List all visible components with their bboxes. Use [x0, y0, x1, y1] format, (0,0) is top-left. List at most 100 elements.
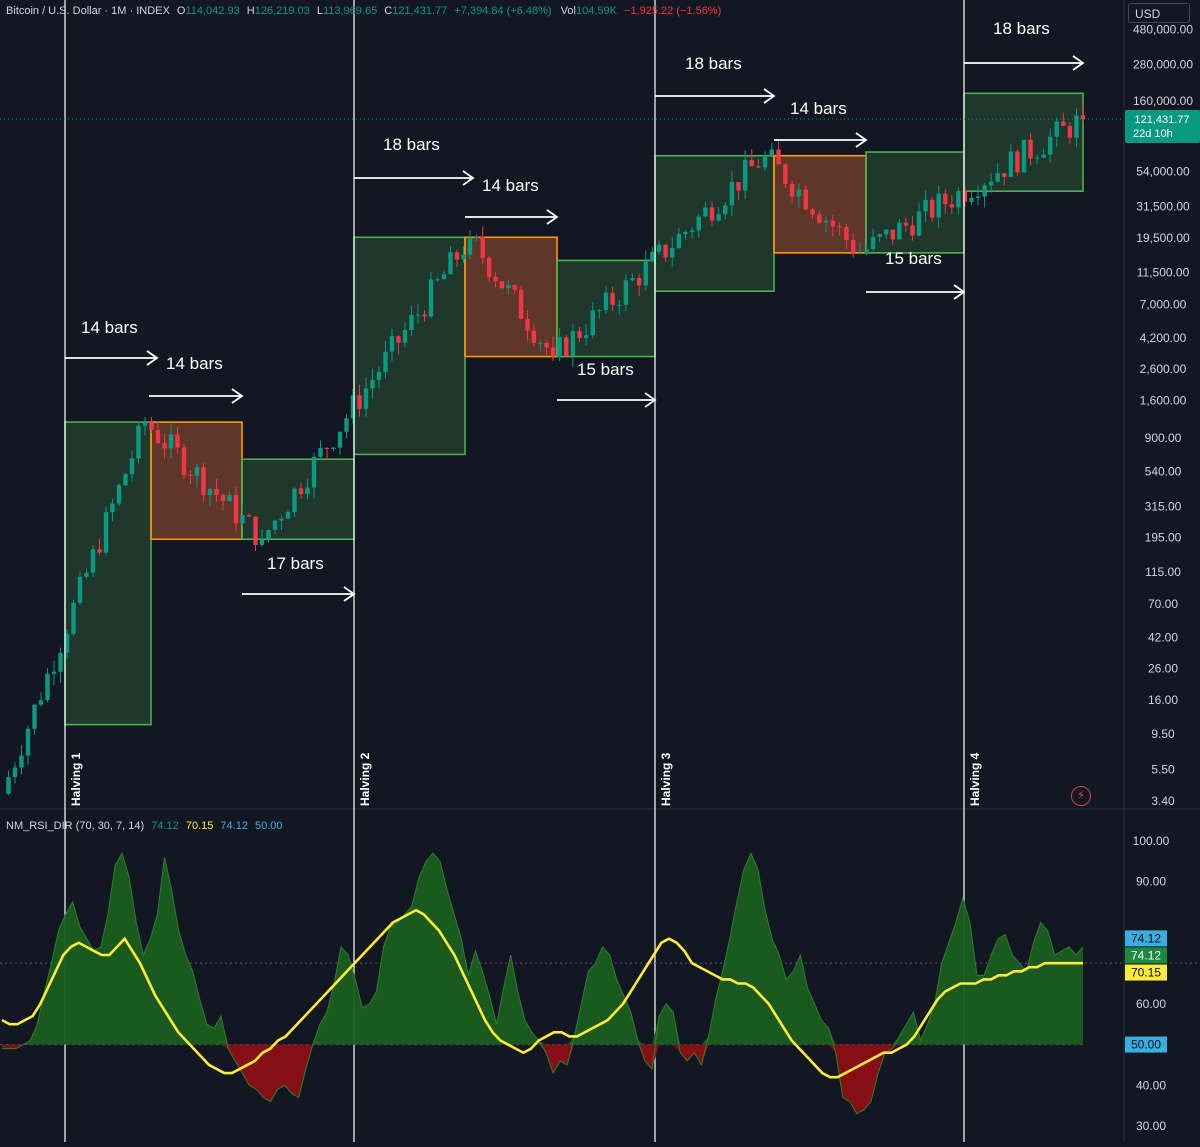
rsi-value-badge-text: 50.00 — [1131, 1038, 1161, 1052]
candle-body — [723, 205, 728, 215]
bars-arrowhead — [855, 132, 868, 148]
candle-body — [864, 249, 869, 253]
candle-body — [409, 314, 414, 331]
rsi-axis-tick: 40.00 — [1136, 1078, 1166, 1092]
close-label: C — [384, 5, 393, 17]
candle-body — [729, 182, 735, 206]
rsi-outline — [2, 851, 1084, 1115]
candle-body — [64, 633, 70, 653]
candle-body — [448, 252, 453, 275]
chart-legend-header: Bitcoin / U.S. Dollar · 1M · INDEX O114,… — [6, 5, 721, 17]
candle-body — [703, 207, 708, 217]
candle-body — [890, 229, 895, 240]
candle-body — [696, 216, 701, 231]
candle-body — [240, 515, 245, 524]
candle-body — [1015, 151, 1020, 173]
candle-body — [285, 512, 291, 519]
candle-body — [709, 207, 715, 221]
candle-body — [422, 314, 427, 317]
price-axis-tick: 26.00 — [1148, 662, 1178, 676]
candle-body — [136, 425, 141, 459]
candle-body — [227, 495, 232, 502]
candle-body — [803, 189, 808, 210]
candle-body — [656, 244, 662, 252]
change-value: +7,394.84 (+6.48%) — [454, 5, 552, 17]
rsi-signal-line — [1, 908, 1083, 1079]
low-value: 113,969.65 — [322, 5, 378, 17]
bars-arrowhead — [763, 88, 776, 104]
rsi-value-badge — [1125, 964, 1167, 981]
candle-body — [181, 447, 187, 476]
rsi-value-badge-text: 74.12 — [1131, 948, 1161, 962]
candle-body — [525, 318, 530, 331]
symbol-title[interactable]: Bitcoin / U.S. Dollar · 1M · INDEX — [6, 5, 170, 17]
bar-count-annotations: 14 bars 14 bars 17 bars 18 bars 14 bars 15 ba… — [65, 19, 1085, 602]
indicator-value-3: 74.12 — [220, 820, 248, 832]
indicator-name[interactable]: NM_RSI_DIR (70, 30, 7, 14) — [6, 820, 145, 832]
candle-body — [564, 337, 569, 357]
candle-body — [12, 767, 18, 778]
price-axis-tick: 195.00 — [1145, 531, 1182, 545]
candle-body — [123, 474, 128, 486]
price-axis-tick: 160,000.00 — [1133, 94, 1193, 108]
rsi-value-badge-text: 70.15 — [1131, 966, 1161, 980]
candle-body — [383, 351, 388, 372]
bars-arrowhead — [644, 392, 657, 408]
bars-arrowhead — [1072, 55, 1085, 71]
candle-body — [350, 395, 356, 419]
currency-selector[interactable]: USD — [1128, 3, 1190, 23]
candle-body — [207, 488, 213, 496]
candle-body — [877, 234, 882, 237]
price-axis-tick: 70.00 — [1148, 597, 1178, 611]
candle-body — [305, 487, 310, 495]
candle-body — [716, 214, 721, 221]
candle-body — [817, 214, 822, 223]
candle-body — [969, 197, 974, 202]
candle-body — [910, 225, 915, 236]
candle-body — [789, 183, 795, 197]
candle-body — [19, 755, 24, 768]
rsi-value-badge — [1125, 947, 1167, 964]
candle-body — [363, 388, 369, 409]
candle-body — [370, 380, 375, 389]
candle-body — [512, 285, 517, 290]
candle-body — [168, 434, 174, 449]
candle-body — [975, 196, 981, 198]
candle-body — [1048, 136, 1053, 155]
candles — [6, 104, 1086, 796]
bars-label: 14 bars — [790, 99, 847, 118]
candle-body — [590, 310, 595, 336]
candle-body — [570, 331, 576, 357]
candle-body — [1021, 139, 1027, 173]
bars-label: 18 bars — [993, 19, 1050, 38]
candle-body — [603, 292, 609, 311]
flash-alert-icon[interactable]: ⚡ — [1071, 786, 1091, 806]
last-price-badge — [1125, 109, 1200, 143]
candle-body — [435, 279, 440, 281]
last-price-text: 121,431.77 — [1134, 114, 1189, 126]
bars-label: 18 bars — [383, 135, 440, 154]
candle-body — [1034, 157, 1040, 159]
candle-body — [32, 704, 37, 729]
candle-body — [884, 229, 889, 235]
candle-body — [461, 254, 466, 260]
candle-body — [630, 278, 635, 281]
cycle-box-orange — [464, 236, 558, 358]
candle-body — [550, 347, 556, 357]
candle-body — [77, 576, 83, 603]
candle-body — [929, 199, 935, 218]
price-axis-tick: 2,600.00 — [1140, 362, 1187, 376]
candle-body — [246, 515, 252, 517]
candle-body — [544, 342, 549, 348]
candle-body — [259, 539, 265, 545]
bars-arrowhead — [953, 284, 966, 300]
candle-body — [837, 226, 842, 228]
candle-body — [506, 285, 511, 289]
candle-body — [84, 572, 89, 577]
candle-body — [736, 182, 741, 191]
candle-body — [683, 232, 688, 234]
price-axis-tick: 900.00 — [1145, 431, 1182, 445]
candle-body — [623, 280, 629, 305]
